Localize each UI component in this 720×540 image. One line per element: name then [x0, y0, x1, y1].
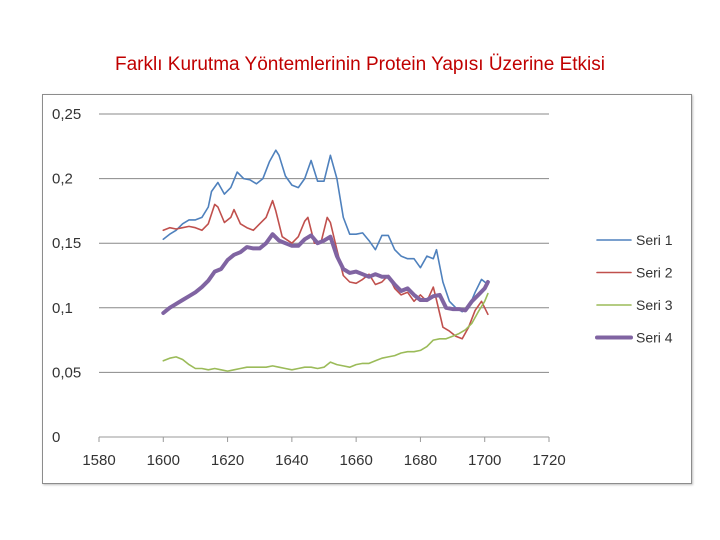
x-tick-label: 1640: [275, 452, 308, 469]
y-tick-label: 0,2: [52, 171, 73, 188]
series-line-2: [162, 199, 489, 340]
chart-title: Farklı Kurutma Yöntemlerinin Protein Yap…: [115, 54, 605, 75]
x-tick-label: 1580: [82, 452, 115, 469]
x-tick-label: 1720: [532, 452, 565, 469]
y-tick-label: 0,25: [52, 106, 81, 123]
series-line-1: [162, 149, 489, 313]
y-tick-label: 0: [52, 429, 60, 446]
x-tick-label: 1600: [147, 452, 180, 469]
legend-label-2: Seri 2: [636, 265, 673, 281]
x-axis-ticks: 1580 1600 1620 1640 1660 1680 1700 1720: [82, 437, 566, 469]
grid-lines: [99, 113, 549, 438]
chart-frame: [42, 94, 692, 484]
series-line-3: [162, 292, 489, 372]
legend-label-1: Seri 1: [636, 232, 673, 248]
y-tick-label: 0,15: [52, 235, 81, 252]
legend-label-4: Seri 4: [636, 330, 673, 346]
y-tick-label: 0,1: [52, 300, 73, 317]
series-line-4: [161, 232, 490, 315]
x-tick-label: 1700: [468, 452, 501, 469]
series-lines: [161, 149, 490, 372]
y-axis-ticks: 0 0,05 0,1 0,15 0,2 0,25: [52, 106, 81, 446]
legend-label-3: Seri 3: [636, 297, 673, 313]
y-tick-label: 0,05: [52, 364, 81, 381]
x-tick-label: 1680: [404, 452, 437, 469]
x-tick-label: 1620: [211, 452, 244, 469]
legend: Seri 1 Seri 2 Seri 3 Seri 4: [595, 232, 673, 346]
x-tick-label: 1660: [339, 452, 372, 469]
